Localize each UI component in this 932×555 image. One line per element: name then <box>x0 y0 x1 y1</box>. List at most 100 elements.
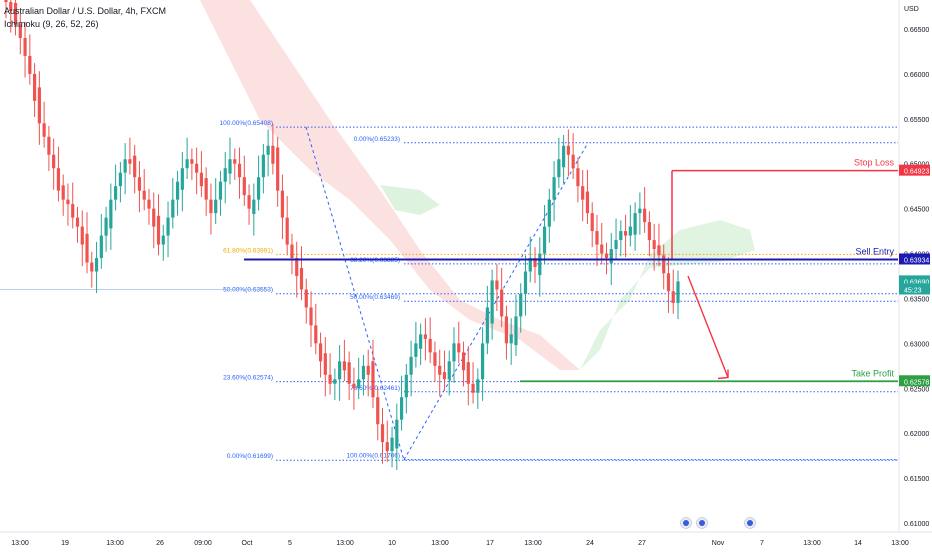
indicator-title: Ichimoku (9, 26, 52, 26) <box>4 19 99 29</box>
price-tick-label: 0.61500 <box>904 476 929 483</box>
candle-body <box>633 213 637 235</box>
fib-a-label: 0.00%(0.61699) <box>227 453 273 460</box>
candle-body <box>152 208 156 227</box>
candle-body <box>623 231 628 236</box>
candle-body <box>285 217 289 245</box>
candle-body <box>109 199 113 229</box>
candle-body <box>147 199 151 209</box>
candle-body <box>66 199 70 205</box>
time-tick-label: 13:00 <box>891 540 909 547</box>
candle-body <box>523 271 528 294</box>
price-tick-label: 0.66500 <box>904 27 929 34</box>
time-tick-label: 24 <box>586 540 594 547</box>
candle-body <box>614 240 618 250</box>
candle-body <box>299 267 304 290</box>
candle-body <box>37 87 41 124</box>
candle-body <box>566 145 570 155</box>
time-tick-label: 26 <box>156 540 164 547</box>
candle-body <box>352 383 356 389</box>
candle-body <box>533 258 537 268</box>
candle-body <box>542 226 547 254</box>
candle-body <box>228 159 232 174</box>
candle-body <box>647 222 652 241</box>
candle-body <box>80 226 84 245</box>
candle-body <box>385 442 389 452</box>
fib-trend-lines <box>305 126 589 461</box>
time-tick-label: 14 <box>854 540 862 547</box>
candle-body <box>323 353 327 375</box>
candle-body <box>399 397 404 420</box>
fib-b-trend-line <box>403 142 589 460</box>
candle-body <box>657 245 661 256</box>
candle-body <box>366 365 370 375</box>
chart-legend: Australian Dollar / U.S. Dollar, 4h, FXC… <box>4 5 166 31</box>
candle-body <box>514 316 518 346</box>
arrow-head-icon <box>717 369 729 380</box>
time-axis: 13:00 19 13:00 26 09:00 Oct 5 13:00 10 13:00 17 13:… <box>0 517 932 547</box>
ichimoku-cloud <box>200 0 755 370</box>
price-tick-label: 0.61000 <box>904 521 929 528</box>
candle-body <box>519 293 523 317</box>
candle-body <box>671 291 675 303</box>
candle-body <box>652 240 656 250</box>
candle-body <box>271 145 275 164</box>
candle-body <box>204 178 208 200</box>
candle-body <box>195 163 199 173</box>
candle-body <box>318 343 323 362</box>
candle-body <box>9 2 13 12</box>
candle-body <box>628 226 632 236</box>
candle-body <box>247 195 251 209</box>
stop-loss-label: Stop Loss <box>854 158 895 168</box>
price-tick-label: 0.64500 <box>904 207 929 214</box>
candle-body <box>175 181 180 200</box>
price-tick-label: 0.63000 <box>904 341 929 348</box>
trade-setup: Stop Loss Sell Entry Take Profit <box>244 158 898 383</box>
candle-body <box>42 123 46 137</box>
fib-a-label: 23.60%(0.62574) <box>223 375 273 382</box>
candle-body <box>180 168 184 190</box>
candle-body <box>56 168 61 191</box>
candle-body <box>4 0 8 3</box>
time-tick-label: Oct <box>242 540 253 547</box>
candle-body <box>438 365 442 375</box>
price-tag <box>899 164 930 176</box>
time-tick-label: 27 <box>638 540 646 547</box>
candle-body <box>457 343 461 353</box>
candle-body <box>581 186 585 200</box>
price-tick-label: 0.66000 <box>904 72 929 79</box>
candle-body <box>118 172 122 187</box>
candle-body <box>595 231 599 245</box>
candle-body <box>295 258 299 276</box>
candle-body <box>490 280 494 324</box>
fib-a-trend-line <box>305 126 405 461</box>
candle-body <box>395 419 399 449</box>
candle-body <box>114 186 118 200</box>
candle-body <box>371 361 375 398</box>
candle-body <box>504 316 509 344</box>
candle-body <box>314 325 318 344</box>
candle-body <box>538 253 542 276</box>
candle-body <box>480 343 485 380</box>
candle-body <box>461 352 466 371</box>
candle-body <box>404 374 408 398</box>
projection-arrow-line <box>687 275 729 378</box>
candle-body <box>557 159 561 178</box>
candle-body <box>28 55 32 74</box>
price-tag-label: 0.63934 <box>904 257 929 264</box>
candle-body <box>376 397 380 425</box>
time-tick-label: 13:00 <box>106 540 124 547</box>
candle-body <box>604 253 609 259</box>
candle-body <box>547 199 551 227</box>
candlesticks <box>4 0 680 471</box>
candle-body <box>390 437 394 452</box>
candle-body <box>23 37 27 56</box>
time-tick-label: 13:00 <box>524 540 542 547</box>
candle-body <box>433 352 437 366</box>
cloud-bullish <box>580 220 755 370</box>
candle-body <box>290 244 294 259</box>
candle-body <box>419 334 423 349</box>
time-tick-label: 09:00 <box>194 540 212 547</box>
candle-body <box>47 136 51 155</box>
